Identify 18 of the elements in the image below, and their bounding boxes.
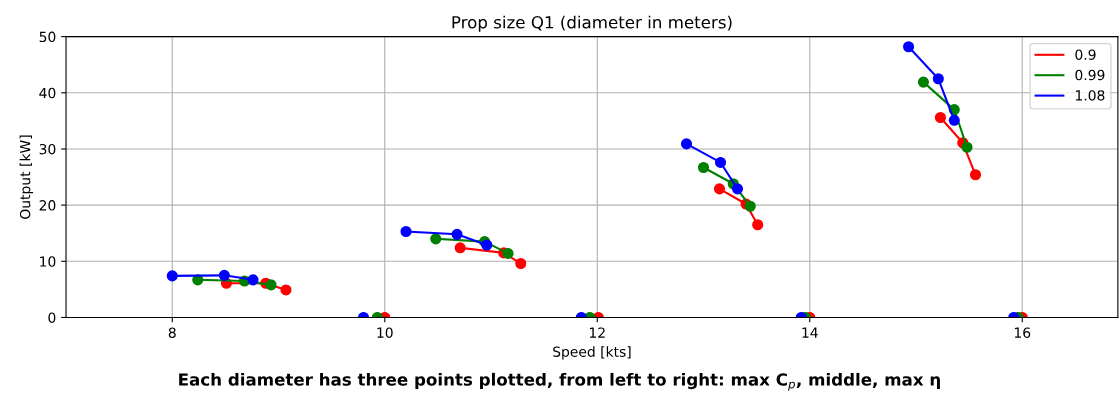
text: Each diameter has three points plotted, from left to right: max C$_{p}$, middle, max η (179, 372, 940, 391)
legend-label: 0.9 (1075, 49, 1096, 60)
x-tick-label: 16 (1014, 327, 1031, 338)
x-tick-label: 8 (168, 327, 176, 338)
y-tick-label: 30 (39, 143, 56, 155)
y-axis-title: Output [kW] (19, 135, 34, 219)
legend-label: 1.08 (1075, 90, 1105, 101)
x-tick-label: 12 (589, 327, 605, 338)
x-tick-label: 14 (802, 327, 818, 338)
x-axis-title: Speed [kts] (553, 346, 631, 360)
y-tick-label: 0 (48, 312, 56, 323)
x-tick-label: 10 (377, 327, 393, 338)
y-tick-label: 20 (39, 200, 56, 211)
y-tick-label: 50 (39, 31, 56, 43)
y-tick-label: 10 (40, 256, 56, 267)
legend-label: 0.99 (1075, 69, 1105, 81)
y-tick-label: 40 (39, 87, 56, 99)
chart-title: Prop size Q1 (diameter in meters) (452, 15, 732, 32)
